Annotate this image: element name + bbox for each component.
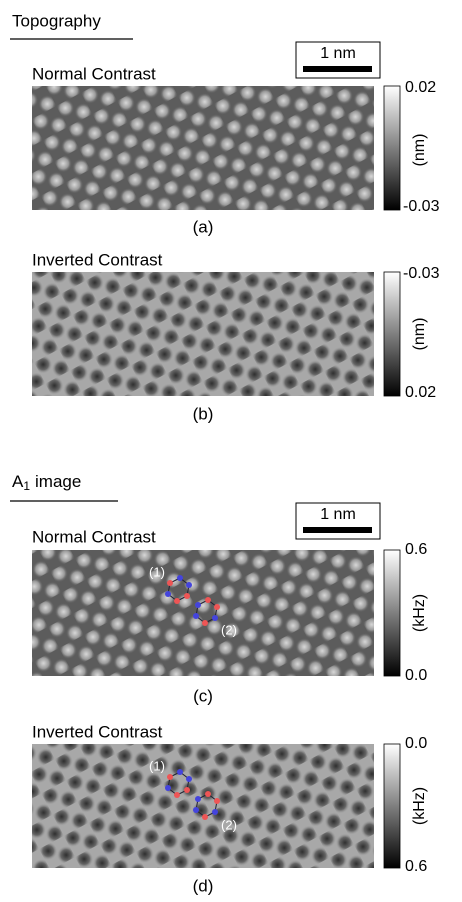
title-base: A [12,472,24,491]
colorbar-unit: (nm) [411,318,428,351]
afm-image [32,86,374,210]
panel-label: (b) [193,404,214,423]
colorbar-unit: (kHz) [411,787,428,825]
colorbar-top: 0.02 [405,79,436,96]
title-subscript: 1 [23,479,30,493]
scale-bar [303,527,372,533]
a1-image [32,550,374,676]
colorbar-unit: (kHz) [411,594,428,632]
scale-bar-label: 1 nm [320,506,356,523]
panel-heading: Normal Contrast [32,527,156,546]
colorbar [384,550,400,676]
marker-label: (1) [149,758,165,773]
marker-label: (1) [149,564,165,579]
panel-label: (c) [193,686,213,705]
section-title: Topography [12,11,101,30]
panel-label: (d) [193,876,214,895]
colorbar-bottom: 0.6 [405,858,427,875]
section-title: A1 image [12,472,81,493]
colorbar-unit: (nm) [411,134,428,167]
scale-bar-label: 1 nm [320,45,356,62]
colorbar-top: 0.0 [405,735,427,752]
title-rest: image [35,472,81,491]
panel-heading: Inverted Contrast [32,722,163,741]
panel-heading: Inverted Contrast [32,250,163,269]
colorbar-bottom: 0.02 [405,384,436,401]
afm-image [32,272,374,396]
panel-heading: Normal Contrast [32,64,156,83]
colorbar [384,272,400,396]
panel-label: (a) [193,217,214,236]
colorbar-top: 0.6 [405,541,427,558]
colorbar-top: -0.03 [403,265,440,282]
colorbar-bottom: 0.0 [405,667,427,684]
scale-bar [303,66,372,72]
figure: Topography 1 nm Normal Contrast 0.02 -0.… [0,0,462,902]
marker-label: (2) [221,817,237,832]
colorbar [384,86,400,210]
marker-label: (2) [221,622,237,637]
a1-image [32,744,374,868]
colorbar [384,744,400,868]
colorbar-bottom: -0.03 [403,198,440,215]
